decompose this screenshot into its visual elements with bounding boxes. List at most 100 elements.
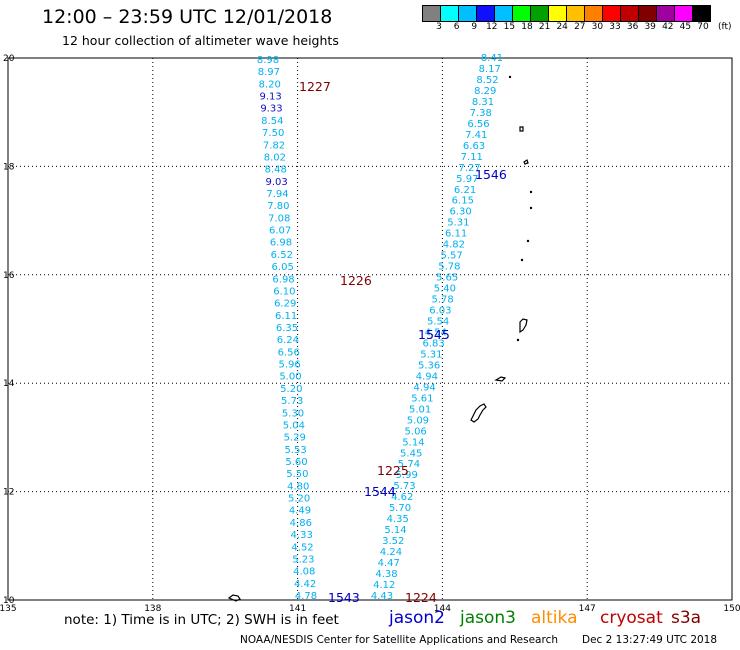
wave-height-label: 7.11 bbox=[461, 152, 483, 163]
wave-height-label: 8.17 bbox=[479, 64, 501, 75]
color-scale-label: 45 bbox=[679, 22, 692, 32]
pass-time-label: 1226 bbox=[340, 273, 372, 288]
wave-height-label: 4.43 bbox=[371, 591, 393, 602]
wave-height-label: 4.94 bbox=[416, 371, 438, 382]
wave-height-label: 5.06 bbox=[405, 426, 427, 437]
wave-height-label: 4.33 bbox=[291, 530, 313, 541]
island-outline bbox=[494, 376, 507, 382]
color-scale-label: 3 bbox=[436, 22, 442, 32]
wave-height-label: 6.10 bbox=[273, 286, 295, 297]
wave-height-label: 5.96 bbox=[278, 360, 300, 371]
wave-height-label: 5.97 bbox=[456, 174, 478, 185]
wave-height-label: 4.78 bbox=[295, 591, 317, 602]
satellite-legend-s3a: s3a bbox=[671, 608, 702, 628]
wave-height-label: 6.30 bbox=[449, 207, 471, 218]
wave-height-label: 8.97 bbox=[258, 67, 280, 78]
wave-height-label: 6.11 bbox=[275, 311, 297, 322]
wave-height-label: 6.15 bbox=[452, 196, 474, 207]
pass-time-label: 1546 bbox=[475, 167, 507, 182]
color-scale-label: 70 bbox=[697, 22, 709, 32]
pass-time-label: 1227 bbox=[299, 79, 331, 94]
wave-height-label: 8.98 bbox=[257, 55, 279, 66]
pass-time-label: 1225 bbox=[377, 463, 409, 478]
wave-height-label: 5.09 bbox=[407, 415, 429, 426]
wave-height-label: 5.65 bbox=[436, 273, 458, 284]
wave-height-label: 4.54 bbox=[425, 327, 447, 338]
island-dot bbox=[529, 190, 533, 194]
satellite-legend-altika: altika bbox=[531, 608, 578, 628]
x-tick-label: 147 bbox=[579, 604, 596, 614]
wave-height-label: 6.21 bbox=[454, 185, 476, 196]
y-tick-label: 16 bbox=[3, 271, 15, 281]
color-scale-label: 9 bbox=[471, 22, 478, 32]
pass-time-label: 1224 bbox=[405, 590, 437, 605]
wave-height-label: 7.08 bbox=[268, 213, 290, 224]
wave-height-label: 6.56 bbox=[278, 347, 300, 358]
wave-height-label: 5.01 bbox=[409, 404, 431, 415]
wave-height-label: 4.52 bbox=[291, 542, 313, 553]
color-scale-label: 42 bbox=[662, 22, 674, 32]
wave-height-label: 4.62 bbox=[391, 492, 413, 503]
wave-height-label: 5.00 bbox=[279, 372, 301, 383]
island-outline bbox=[227, 594, 241, 602]
color-scale-label: 27 bbox=[574, 22, 586, 32]
wave-height-label: 4.80 bbox=[287, 481, 309, 492]
wave-height-label: 7.50 bbox=[262, 128, 284, 139]
wave-height-label: 3.52 bbox=[382, 536, 404, 547]
pass-time-label: 1545 bbox=[418, 327, 450, 342]
wave-height-label: 6.03 bbox=[429, 306, 451, 317]
island-dot bbox=[529, 206, 533, 210]
wave-height-label: 5.36 bbox=[418, 360, 440, 371]
wave-height-label: 4.86 bbox=[290, 518, 312, 529]
island-outline bbox=[519, 318, 528, 334]
wave-height-label: 6.83 bbox=[422, 338, 444, 349]
x-tick-label: 138 bbox=[144, 604, 161, 614]
wave-height-label: 6.11 bbox=[445, 229, 467, 240]
island-dot bbox=[520, 258, 524, 262]
color-scale-label: 18 bbox=[521, 22, 533, 32]
wave-height-label: 4.08 bbox=[293, 567, 315, 578]
wave-height-label: 4.12 bbox=[373, 580, 395, 591]
pass-time-label: 1544 bbox=[364, 484, 396, 499]
wave-height-label: 5.14 bbox=[384, 525, 406, 536]
wave-height-label: 5.57 bbox=[440, 251, 462, 262]
wave-height-label: 6.63 bbox=[463, 141, 485, 152]
wave-height-label: 5.54 bbox=[427, 317, 449, 328]
wave-height-label: 5.73 bbox=[281, 396, 303, 407]
wave-height-label: 6.35 bbox=[276, 323, 298, 334]
wave-height-label: 5.61 bbox=[411, 393, 433, 404]
page-subtitle: 12 hour collection of altimeter wave hei… bbox=[62, 33, 339, 48]
footer-credit: NOAA/NESDIS Center for Satellite Applica… bbox=[240, 634, 558, 646]
wave-height-label: 5.78 bbox=[431, 295, 453, 306]
page-title: 12:00 – 23:59 UTC 12/01/2018 bbox=[42, 6, 333, 28]
wave-height-label: 8.41 bbox=[481, 53, 503, 64]
wave-height-label: 6.56 bbox=[467, 119, 489, 130]
wave-height-label: 5.53 bbox=[285, 445, 307, 456]
wave-height-label: 8.48 bbox=[265, 165, 287, 176]
y-tick-label: 12 bbox=[3, 488, 14, 498]
wave-height-label: 5.70 bbox=[389, 503, 411, 514]
wave-height-label: 5.50 bbox=[286, 469, 308, 480]
wave-height-label: 4.24 bbox=[380, 547, 402, 558]
color-scale-unit: (ft) bbox=[718, 22, 732, 32]
satellite-legend-cryosat: cryosat bbox=[600, 608, 663, 628]
wave-height-label: 8.29 bbox=[474, 86, 496, 97]
wave-height-label: 5.29 bbox=[284, 433, 306, 444]
x-tick-label: 144 bbox=[434, 604, 451, 614]
wave-height-label: 5.99 bbox=[396, 470, 418, 481]
wave-height-label: 6.98 bbox=[272, 274, 294, 285]
y-tick-label: 14 bbox=[3, 379, 15, 389]
map-frame bbox=[7, 57, 733, 601]
wave-height-label: 8.31 bbox=[472, 97, 494, 108]
island-outline bbox=[470, 403, 487, 423]
wave-height-label: 5.78 bbox=[438, 262, 460, 273]
wave-height-label: 4.82 bbox=[443, 240, 465, 251]
wave-height-label: 7.27 bbox=[458, 163, 480, 174]
color-scale-label: 39 bbox=[644, 22, 656, 32]
color-scale-label: 30 bbox=[591, 22, 604, 32]
wave-height-label: 5.31 bbox=[447, 218, 469, 229]
wave-height-label: 5.74 bbox=[398, 459, 420, 470]
wave-height-label: 5.23 bbox=[292, 554, 314, 565]
